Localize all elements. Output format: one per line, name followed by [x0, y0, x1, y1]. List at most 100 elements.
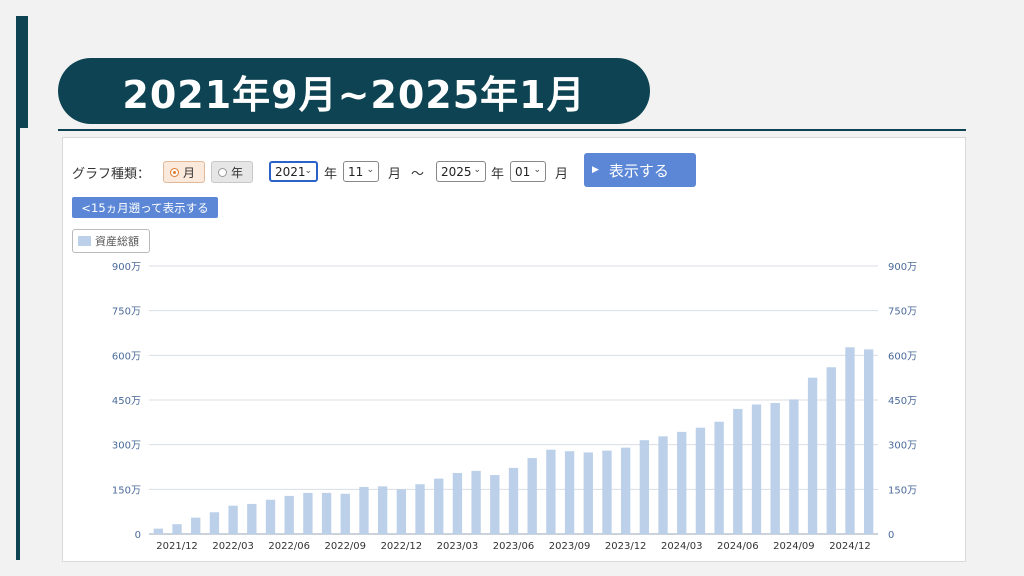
start-month-select[interactable]: 11 ⌄ [343, 161, 379, 182]
legend-swatch [78, 236, 91, 246]
bar[interactable] [751, 404, 762, 534]
y-tick-label-right: 0 [888, 530, 894, 541]
y-tick-label-right: 450万 [888, 396, 917, 407]
x-tick-label: 2022/12 [381, 541, 423, 552]
bar[interactable] [658, 436, 668, 534]
show-button[interactable]: ▶ 表示する [584, 153, 696, 187]
y-tick-label-left: 300万 [112, 441, 141, 452]
bar[interactable] [789, 399, 799, 534]
chevron-down-icon: ⌄ [533, 165, 541, 175]
graph-type-label: グラフ種類： [72, 167, 151, 182]
bar[interactable] [863, 349, 874, 534]
bar[interactable] [172, 524, 182, 534]
y-tick-label-right: 150万 [888, 485, 917, 496]
x-tick-label: 2022/03 [212, 541, 254, 552]
bar[interactable] [359, 486, 369, 534]
bar[interactable] [770, 402, 780, 534]
chart-panel: グラフ種類： 月 年 2021 ⌄ 年 11 ⌄ 月 ～ 2025 ⌄ 年 01… [62, 137, 966, 562]
x-tick-label: 2024/06 [717, 541, 759, 552]
bar[interactable] [452, 472, 463, 534]
radio-month-indicator [170, 167, 179, 177]
bar[interactable] [191, 517, 201, 534]
bar[interactable] [546, 449, 556, 534]
year-unit-label-2: 年 [491, 167, 505, 182]
bar[interactable] [340, 493, 350, 534]
bar[interactable] [153, 528, 164, 534]
bar[interactable] [714, 421, 724, 534]
bar[interactable] [396, 489, 407, 534]
bar[interactable] [845, 347, 855, 534]
x-tick-label: 2023/12 [605, 541, 647, 552]
bar[interactable] [228, 505, 238, 534]
end-month-select[interactable]: 01 ⌄ [510, 161, 546, 182]
bar[interactable] [321, 492, 332, 534]
radio-year[interactable]: 年 [211, 161, 253, 183]
x-tick-label: 2022/06 [268, 541, 310, 552]
slide-accent-line [16, 126, 20, 560]
month-unit-label-2: 月 [555, 167, 569, 182]
bar[interactable] [564, 451, 575, 534]
y-tick-label-left: 600万 [112, 351, 141, 362]
radio-month[interactable]: 月 [163, 161, 205, 183]
bar[interactable] [471, 470, 481, 534]
bar[interactable] [583, 452, 593, 534]
end-year-select[interactable]: 2025 ⌄ [436, 161, 486, 182]
bar[interactable] [284, 495, 294, 534]
range-separator: ～ [411, 167, 425, 182]
x-tick-label: 2021/12 [156, 541, 198, 552]
radio-year-indicator [218, 167, 227, 177]
play-icon: ▶ [592, 165, 599, 175]
legend-label: 資産総額 [95, 235, 139, 248]
x-tick-label: 2024/09 [773, 541, 815, 552]
bar[interactable] [265, 499, 276, 534]
bar[interactable] [733, 408, 743, 534]
month-unit-label: 月 [388, 167, 402, 182]
chart-legend[interactable]: 資産総額 [72, 229, 150, 253]
y-tick-label-right: 300万 [888, 441, 917, 452]
end-month-value: 01 [515, 164, 531, 179]
bar[interactable] [434, 478, 444, 534]
bar[interactable] [602, 450, 612, 534]
bar[interactable] [303, 492, 313, 534]
slide-title: 2021年9月~2025年1月 [122, 72, 586, 117]
bar[interactable] [247, 503, 257, 534]
start-month-value: 11 [348, 164, 364, 179]
chevron-down-icon: ⌄ [366, 165, 374, 175]
year-unit-label: 年 [324, 167, 338, 182]
radio-month-label: 月 [183, 165, 196, 180]
slide-title-banner: 2021年9月~2025年1月 [58, 58, 650, 124]
bar[interactable] [677, 431, 687, 534]
bar[interactable] [527, 458, 537, 534]
back-button-label: <15ヵ月遡って表示する [81, 200, 209, 215]
bar[interactable] [490, 475, 500, 534]
bar[interactable] [508, 467, 519, 534]
radio-year-label: 年 [231, 165, 244, 180]
bar[interactable] [807, 377, 818, 534]
y-tick-label-left: 750万 [112, 307, 141, 318]
x-tick-label: 2023/06 [493, 541, 535, 552]
y-tick-label-left: 0 [135, 530, 141, 541]
y-tick-label-left: 450万 [112, 396, 141, 407]
x-tick-label: 2024/12 [829, 541, 871, 552]
x-tick-label: 2023/09 [549, 541, 591, 552]
y-tick-label-right: 600万 [888, 351, 917, 362]
slide-accent-bar [16, 16, 28, 128]
start-year-select[interactable]: 2021 ⌄ [269, 161, 318, 182]
start-year-value: 2021 [275, 164, 306, 179]
back-15-months-button[interactable]: <15ヵ月遡って表示する [72, 197, 218, 218]
asset-bar-chart: 0 0 150万 150万 300万 300万 450万 450万 600万 600万 750万 75… [112, 262, 917, 552]
bar[interactable] [695, 427, 706, 534]
bar[interactable] [415, 484, 425, 534]
bar[interactable] [826, 367, 836, 534]
title-underline [58, 129, 966, 131]
bar[interactable] [209, 512, 220, 534]
y-tick-label-left: 150万 [112, 485, 141, 496]
bar[interactable] [639, 440, 650, 534]
bar[interactable] [620, 447, 631, 534]
chevron-down-icon: ⌄ [473, 165, 481, 175]
bar[interactable] [377, 486, 388, 534]
x-tick-label: 2022/09 [324, 541, 366, 552]
y-tick-label-left: 900万 [112, 262, 141, 273]
x-tick-label: 2024/03 [661, 541, 703, 552]
chevron-down-icon: ⌄ [304, 166, 312, 176]
